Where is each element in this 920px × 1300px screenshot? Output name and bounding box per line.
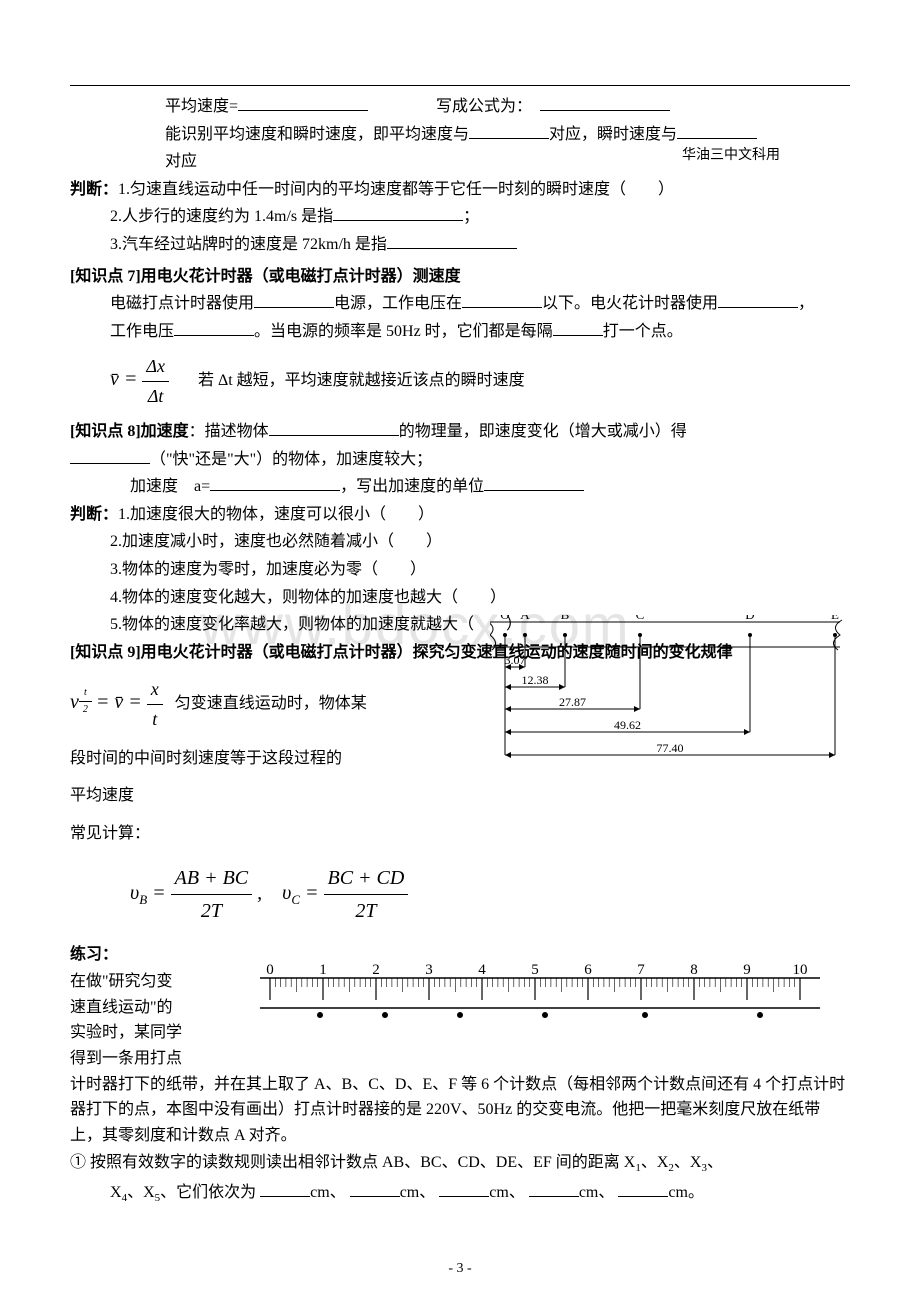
kp9-formula: vt2 = v̄ = xt 匀变速直线运动时，物体某 xyxy=(70,675,450,734)
kp9-title: [知识点 9]用电火花计时器（或电磁打点计时器）探究匀变速直线运动的速度随时间的… xyxy=(70,640,850,666)
kp7-line2: 工作电压。当电源的频率是 50Hz 时，它们都是每隔打一个点。 xyxy=(70,319,850,345)
kp7-formula: v̄ = ΔxΔt 若 Δt 越短，平均速度就越接近该点的瞬时速度 xyxy=(70,352,850,411)
kp7-title: [知识点 7]用电火花计时器（或电磁打点计时器）测速度 xyxy=(70,264,850,290)
judge2-item3: 3.物体的速度为零时，加速度必为零（ ） xyxy=(70,557,850,583)
kp9-text4: 常见计算： xyxy=(70,821,450,847)
kp9-text3: 平均速度 xyxy=(70,783,450,809)
kp8-line2: （"快"还是"大"）的物体，加速度较大； xyxy=(70,447,850,473)
judge2-item5: 5.物体的速度变化率越大，则物体的加速度就越大（ ） xyxy=(70,612,850,638)
practice-q1: ① 按照有效数字的读数规则读出相邻计数点 AB、BC、CD、DE、EF 间的距离… xyxy=(70,1150,850,1178)
divider xyxy=(70,85,850,86)
kp7-line1: 电磁打点计时器使用电源，工作电压在以下。电火花计时器使用， xyxy=(70,291,850,317)
avg-velocity-line: 平均速度= 写成公式为： xyxy=(70,94,850,120)
practice-title: 练习： xyxy=(70,942,850,968)
practice-q1-cont: X4、X5、它们依次为 cm、 cm、 cm、 cm、 cm。 xyxy=(70,1180,850,1208)
judge1-block: 判断：1.匀速直线运动中任一时间内的平均速度都等于它任一时刻的瞬时速度（ ） xyxy=(70,177,850,203)
velocity-formulas: υB = AB + BC2T , υC = BC + CD2T xyxy=(70,862,850,927)
judge2-item2: 2.加速度减小时，速度也必然随着减小（ ） xyxy=(70,529,850,555)
judge2-block: 判断：1.加速度很大的物体，速度可以很小（ ） xyxy=(70,502,850,528)
judge1-item3: 3.汽车经过站牌时的速度是 72km/h 是指 xyxy=(70,232,850,258)
practice-full: 计时器打下的纸带，并在其上取了 A、B、C、D、E、F 等 6 个计数点（每相邻… xyxy=(70,1072,850,1149)
kp9-text2: 段时间的中间时刻速度等于这段过程的 xyxy=(70,746,450,772)
judge1-item2: 2.人步行的速度约为 1.4m/s 是指； xyxy=(70,204,850,230)
page-number: - 3 - xyxy=(0,1258,920,1280)
practice-intro: 在做"研究匀变 速直线运动"的 实验时，某同学 得到一条用打点 xyxy=(70,969,230,1071)
recognize-line: 能识别平均速度和瞬时速度，即平均速度与对应，瞬时速度与 xyxy=(70,122,850,148)
judge2-item4: 4.物体的速度变化越大，则物体的加速度也越大（ ） xyxy=(70,585,850,611)
kp8-title: [知识点 8]加速度：描述物体的物理量，即速度变化（增大或减小）得 xyxy=(70,419,850,445)
kp8-formula-line: 加速度 a=，写出加速度的单位 xyxy=(70,474,850,500)
header-right: 华油三中文科用 xyxy=(682,145,780,167)
